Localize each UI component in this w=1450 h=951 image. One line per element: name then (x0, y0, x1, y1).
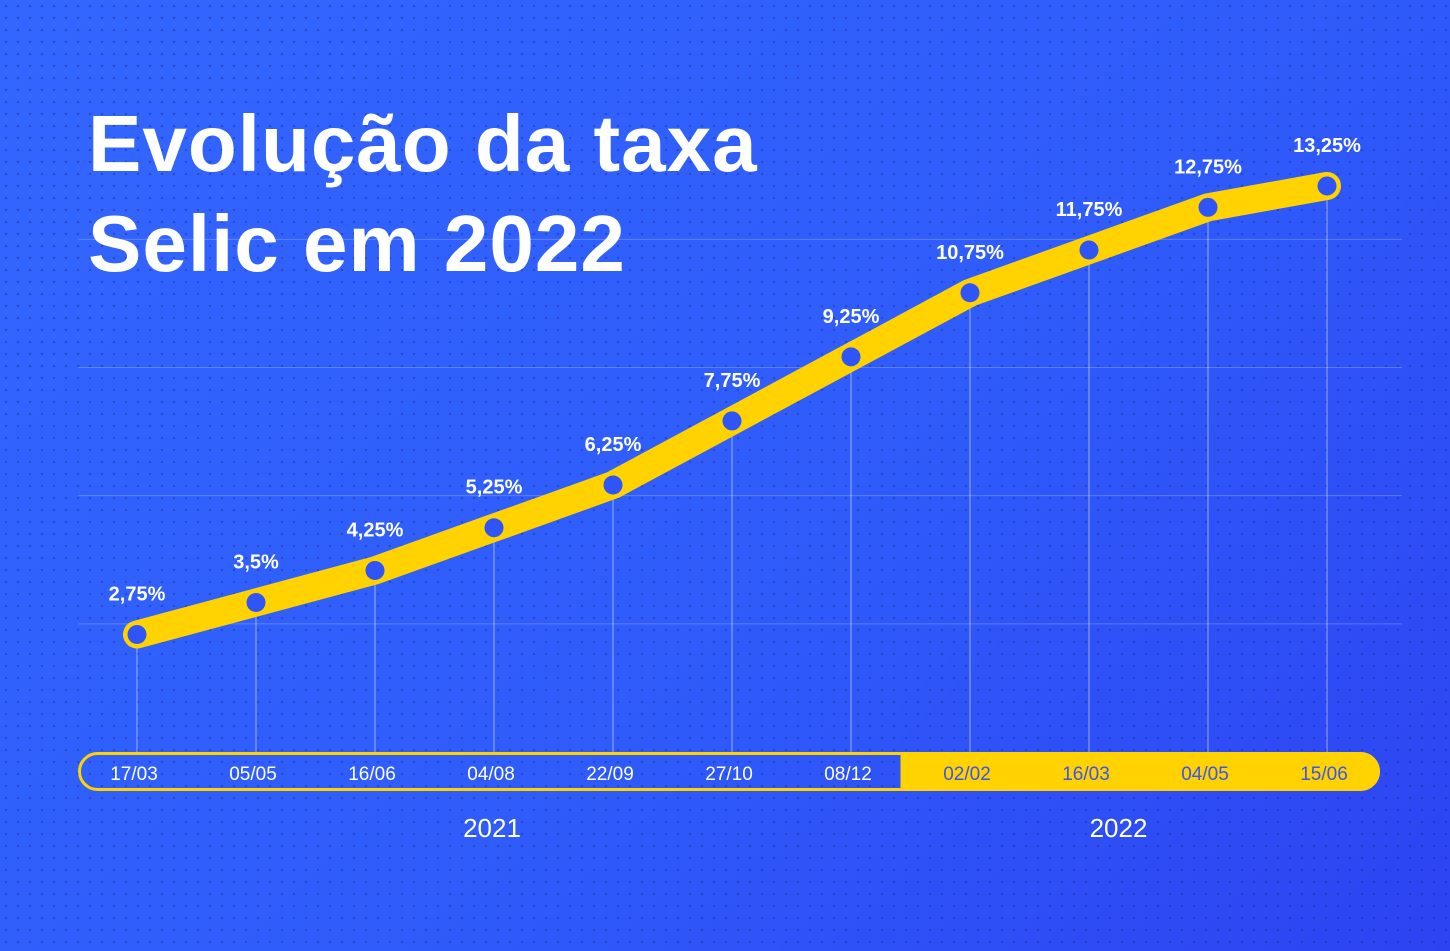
data-point-marker (722, 411, 742, 431)
chart-title-line2: Selic em 2022 (88, 199, 626, 288)
data-label: 7,75% (704, 370, 761, 392)
chart-title-line1: Evolução da taxa (88, 99, 758, 188)
data-point-marker (365, 560, 385, 580)
axis-pill-2022-edge (900, 752, 921, 791)
data-label: 9,25% (823, 306, 880, 328)
x-tick-label: 02/02 (943, 764, 991, 785)
axis-pill-2022-fill (900, 752, 1380, 791)
data-point-marker (841, 347, 861, 367)
data-label: 3,5% (233, 551, 279, 573)
data-label: 2,75% (109, 584, 166, 606)
data-label: 5,25% (466, 477, 523, 499)
year-group-label: 2022 (1090, 813, 1148, 843)
axis-pill-border (78, 752, 1380, 791)
data-point-marker (960, 283, 980, 303)
x-tick-label: 05/05 (229, 764, 277, 785)
data-point-marker (1198, 197, 1218, 217)
x-tick-label: 22/09 (586, 764, 634, 785)
data-label: 13,25% (1293, 135, 1361, 157)
data-point-marker (484, 518, 504, 538)
x-tick-label: 27/10 (705, 764, 753, 785)
x-tick-label: 15/06 (1300, 764, 1348, 785)
data-label: 12,75% (1174, 156, 1242, 178)
year-group-label: 2021 (463, 813, 521, 843)
x-tick-label: 04/05 (1181, 764, 1229, 785)
data-label: 6,25% (585, 434, 642, 456)
data-label: 10,75% (936, 242, 1004, 264)
data-point-marker (1317, 176, 1337, 196)
data-point-marker (246, 592, 266, 612)
data-label: 11,75% (1056, 199, 1123, 221)
data-point-marker (603, 475, 623, 495)
x-tick-label: 04/08 (467, 764, 515, 785)
x-tick-label: 16/03 (1062, 764, 1110, 785)
x-tick-label: 08/12 (824, 764, 872, 785)
data-point-marker (127, 625, 147, 645)
x-tick-label: 16/06 (348, 764, 396, 785)
x-tick-label: 17/03 (110, 764, 158, 785)
data-point-marker (1079, 240, 1099, 260)
data-label: 4,25% (347, 519, 404, 541)
